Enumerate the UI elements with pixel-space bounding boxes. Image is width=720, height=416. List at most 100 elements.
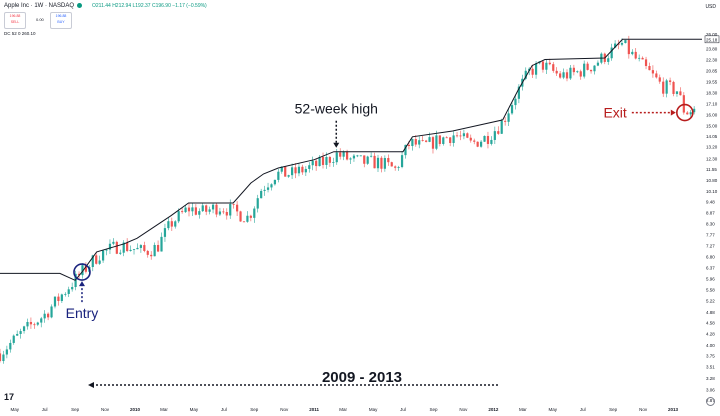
y-tick-label: 3.51 — [706, 365, 715, 370]
candle-body — [153, 244, 156, 257]
candle-body — [139, 245, 142, 248]
candle-body — [476, 141, 479, 147]
y-tick-label: 4.28 — [706, 332, 715, 337]
candle-body — [119, 252, 122, 254]
x-tick-label: Mar — [160, 407, 168, 412]
candle-body — [67, 289, 70, 294]
candle-body — [60, 294, 63, 302]
candle-body — [486, 135, 490, 144]
candle-body — [497, 131, 500, 134]
candle-body — [184, 207, 187, 213]
candle-body — [552, 64, 555, 71]
candle-body — [339, 152, 342, 157]
candle-body — [98, 260, 101, 264]
x-tick-label: May — [190, 407, 199, 412]
candle-body — [0, 353, 2, 362]
candle-body — [136, 247, 139, 250]
candle-body — [294, 167, 297, 174]
y-tick-label: 26.00 — [706, 32, 718, 37]
candle-body — [71, 287, 74, 290]
candle-body — [631, 51, 634, 55]
price-label-box — [704, 35, 720, 44]
candle-body — [246, 215, 249, 222]
candle-body — [387, 158, 390, 163]
x-tick-label: Sep — [429, 407, 438, 412]
candle-body — [33, 324, 36, 326]
candle-body — [126, 242, 129, 252]
candle-body — [349, 158, 352, 160]
symbol-label: Apple Inc · 1W · NASDAQ — [4, 3, 75, 10]
candle-body — [345, 151, 349, 160]
candle-body — [404, 144, 407, 156]
y-tick-label: 4.58 — [706, 320, 715, 325]
exit-arrowhead — [670, 109, 676, 116]
candle-body — [280, 166, 283, 172]
candle-body — [122, 242, 125, 253]
y-tick-label: 5.58 — [706, 288, 715, 293]
x-tick-label: Jul — [221, 407, 227, 412]
candle-body — [143, 245, 146, 251]
candle-body — [95, 255, 98, 264]
x-tick-label: 2010 — [130, 407, 141, 412]
candle-body — [256, 198, 259, 209]
candle-body — [112, 241, 115, 244]
candle-body — [459, 135, 462, 137]
x-tick-label: 2011 — [309, 407, 319, 412]
candle-body — [273, 179, 277, 185]
candle-body — [222, 211, 225, 213]
buy-button[interactable]: 196.88 BUY — [50, 12, 72, 29]
y-tick-label: 23.80 — [706, 47, 718, 52]
currency-label: USD — [705, 4, 716, 10]
candle-body — [572, 67, 575, 73]
candle-body — [668, 80, 672, 82]
x-tick-label: Jul — [42, 407, 48, 412]
candle-body — [686, 112, 689, 115]
x-tick-label: May — [10, 407, 19, 412]
x-tick-label: Mar — [339, 407, 347, 412]
candle-body — [366, 156, 369, 164]
y-tick-label: 12.30 — [706, 156, 718, 161]
candle-body — [284, 166, 287, 177]
candle-body — [438, 135, 441, 144]
y-tick-label: 20.85 — [706, 69, 718, 74]
candle-body — [507, 113, 510, 122]
candle-body — [634, 51, 637, 59]
candle-body — [466, 133, 469, 138]
candle-body — [380, 157, 383, 169]
x-tick-label: Sep — [609, 407, 618, 412]
indicator-legend[interactable]: DC 52 0 260.10 — [4, 31, 36, 36]
candle-body — [266, 187, 270, 190]
candle-body — [455, 135, 459, 137]
y-tick-label: 7.77 — [706, 233, 715, 238]
candle-body — [693, 108, 696, 113]
period-arrowhead — [88, 382, 94, 388]
candle-body — [442, 137, 445, 144]
y-tick-label: 22.30 — [706, 57, 718, 62]
settings-icon[interactable] — [706, 397, 715, 406]
candle-body — [490, 139, 493, 144]
candle-body — [22, 326, 26, 332]
candle-body — [287, 175, 290, 177]
y-tick-label: 4.00 — [706, 343, 715, 348]
candle-body — [263, 189, 266, 191]
candle-body — [277, 171, 280, 180]
candle-body — [545, 62, 548, 70]
sell-button[interactable]: 196.88 SELL — [4, 12, 26, 29]
ohlc-values: O211.44 H212.94 L192.37 C196.90 −1.17 (−… — [92, 3, 207, 9]
candle-body — [211, 204, 215, 210]
candle-body — [5, 349, 8, 355]
sell-price: 196.88 — [9, 14, 21, 18]
candle-body — [167, 221, 170, 229]
candle-body — [356, 155, 359, 157]
y-tick-label: 14.05 — [706, 134, 718, 139]
candle-body — [397, 167, 400, 168]
symbol-title[interactable]: Apple Inc · 1W · NASDAQ — [4, 3, 83, 10]
candle-body — [29, 321, 33, 325]
y-axis: 2.873.063.283.513.754.004.284.584.885.22… — [704, 32, 720, 403]
y-tick-label: 15.00 — [706, 123, 718, 128]
candle-body — [562, 72, 565, 78]
candle-body — [376, 157, 380, 169]
x-tick-label: Sep — [250, 407, 259, 412]
tradingview-logo: 17 — [4, 392, 15, 402]
